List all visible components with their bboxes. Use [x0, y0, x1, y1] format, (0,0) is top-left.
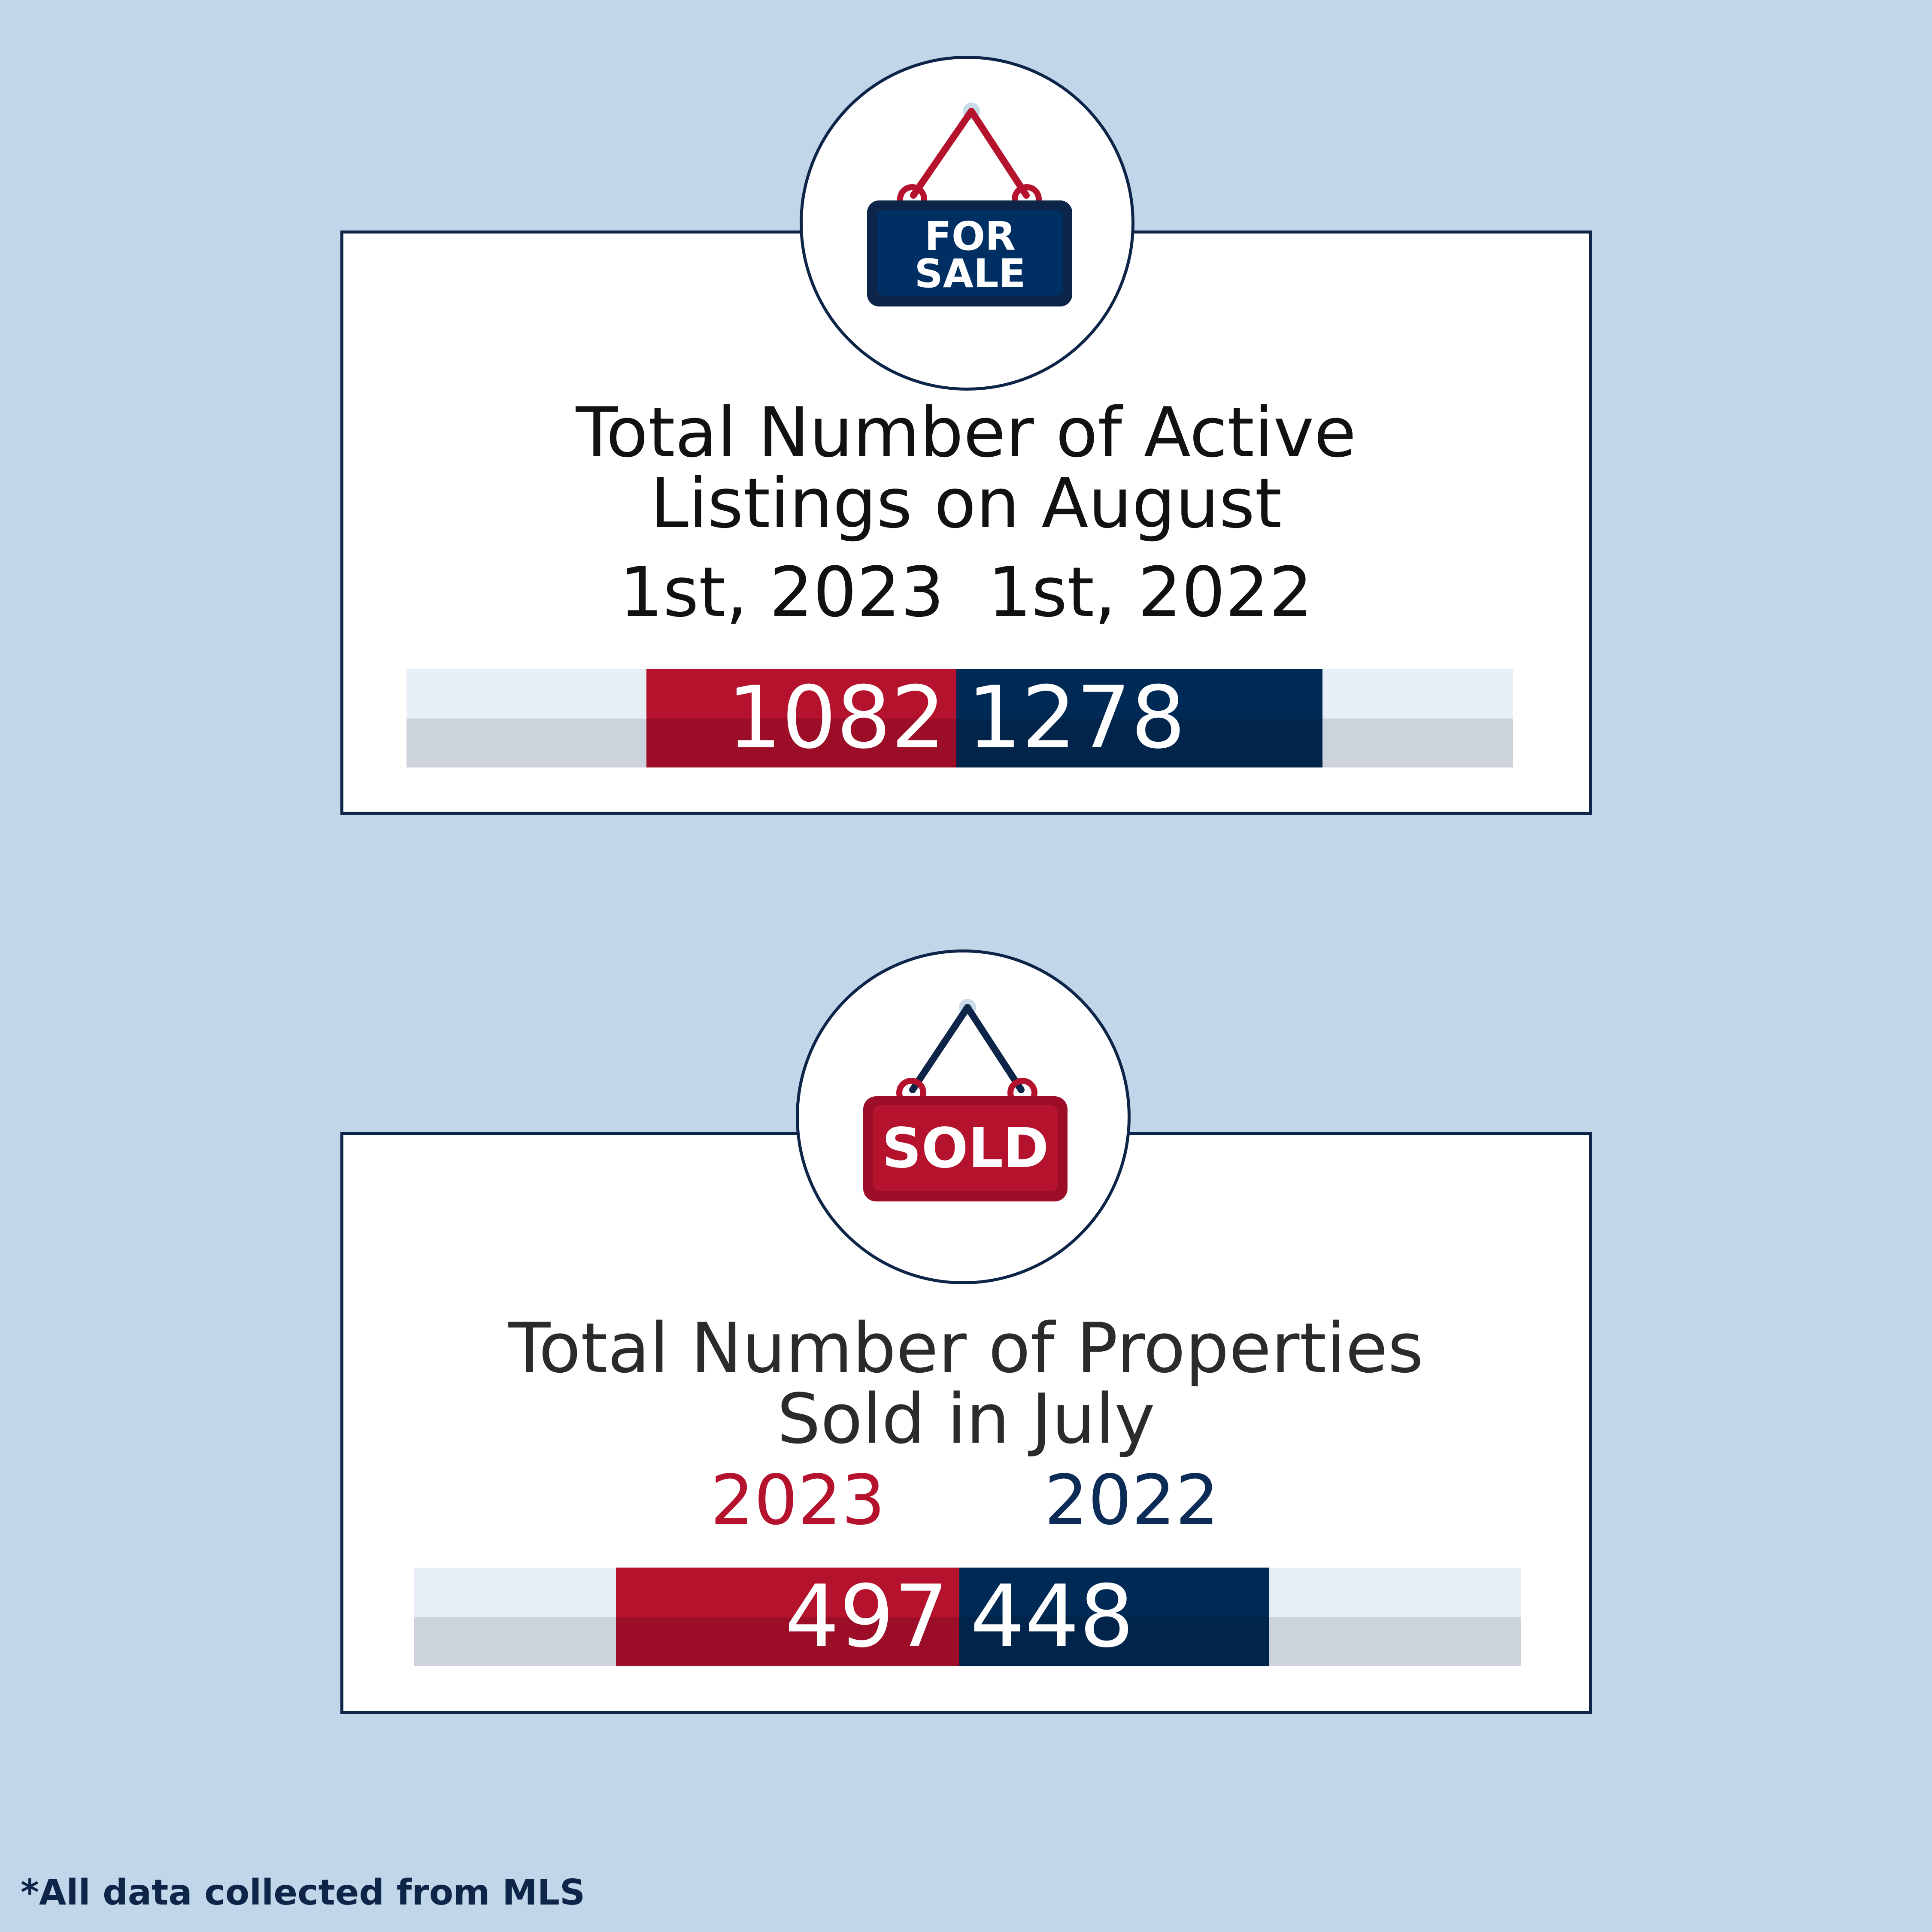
- sold-title-line2: Sold in July: [777, 1379, 1155, 1459]
- for-sale-sign-line1: FOR: [925, 213, 1016, 259]
- sold-properties-value-2023: 497: [785, 1568, 949, 1666]
- footnote: *All data collected from MLS: [21, 1872, 585, 1913]
- active-listings-value-2023: 1082: [727, 669, 946, 767]
- active-listings-value-2022: 1278: [967, 669, 1186, 767]
- sold-properties-title: Total Number of Properties Sold in July: [0, 1313, 1932, 1454]
- sold-sign-text: SOLD: [882, 1116, 1049, 1180]
- for-sale-sign-icon: FOR SALE: [867, 103, 1072, 306]
- sold-properties-value-2022: 448: [970, 1568, 1134, 1666]
- active-title-line1: Total Number of Active: [576, 392, 1356, 473]
- active-listings-dates: 1st, 2023 1st, 2022: [619, 552, 1313, 632]
- sold-properties-bar-2023: 497: [616, 1568, 959, 1666]
- sold-properties-bar-2022: 448: [959, 1568, 1269, 1666]
- sold-title-line1: Total Number of Properties: [508, 1308, 1424, 1388]
- active-listings-title: Total Number of Active Listings on Augus…: [0, 397, 1932, 539]
- sold-year-2023-label: 2023: [710, 1460, 886, 1540]
- active-title-line2: Listings on August: [650, 463, 1282, 543]
- active-listings-bar-track: 1082 1278: [406, 669, 1513, 767]
- for-sale-sign-line2: SALE: [915, 251, 1026, 297]
- sold-sign-icon: SOLD: [863, 999, 1068, 1201]
- sold-year-2022-label: 2022: [1044, 1460, 1219, 1540]
- for-sale-badge: FOR SALE: [800, 56, 1134, 391]
- sold-badge: SOLD: [796, 949, 1131, 1284]
- sold-properties-bar-track: 497 448: [414, 1568, 1521, 1666]
- active-listings-bar-2022: 1278: [956, 669, 1322, 767]
- active-listings-bar-2023: 1082: [646, 669, 956, 767]
